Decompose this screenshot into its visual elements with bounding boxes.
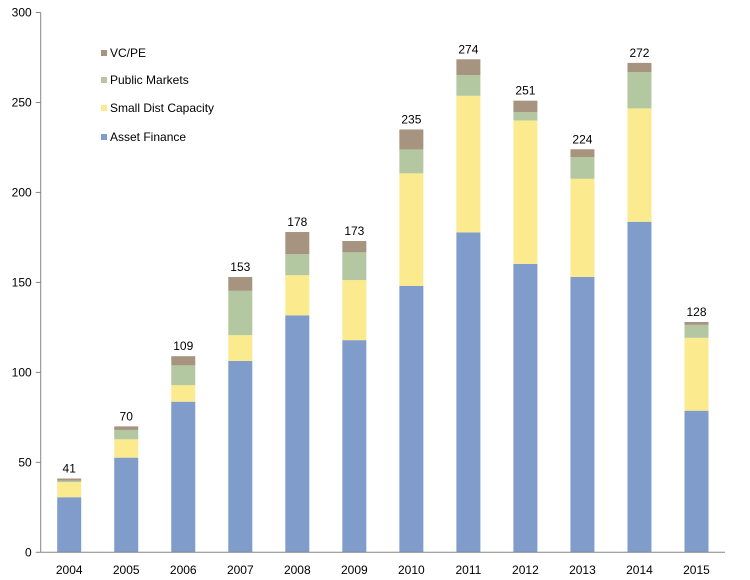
x-tick-label-2007: 2007 (227, 563, 254, 577)
y-axis: 0 50 100 150 200 250 300 (12, 6, 42, 559)
total-label-2010: 235 (401, 112, 421, 126)
bar-segment-asset-finance-2004 (57, 497, 82, 553)
legend-label-small-dist-capacity: Small Dist Capacity (110, 101, 214, 115)
total-labels-group: 41 70 109 153 178 173 235 274 251 224 272 128 (63, 42, 707, 475)
bar-segment-small-dist-capacity-2006 (171, 385, 196, 402)
bar-segment-vc-pe-2007 (228, 277, 253, 291)
bar-segment-asset-finance-2011 (456, 232, 481, 553)
bar-segment-public-markets-2012 (513, 112, 538, 121)
bar-segment-asset-finance-2013 (570, 277, 595, 553)
bar-segment-asset-finance-2005 (114, 457, 139, 553)
legend: VC/PE Public Markets Small Dist Capacity As… (101, 46, 214, 144)
bar-segment-asset-finance-2015 (684, 410, 709, 553)
bar-segment-small-dist-capacity-2004 (57, 482, 82, 498)
total-label-2005: 70 (120, 409, 134, 423)
legend-swatch-small-dist-capacity (101, 105, 107, 111)
total-label-2007: 153 (230, 260, 250, 274)
bar-segment-public-markets-2007 (228, 290, 253, 336)
y-tick-label-200: 200 (12, 185, 32, 199)
total-label-2014: 272 (629, 46, 649, 60)
total-label-2006: 109 (173, 339, 193, 353)
bar-segment-asset-finance-2008 (285, 315, 310, 553)
bar-segment-vc-pe-2015 (684, 321, 709, 325)
total-label-2013: 224 (572, 132, 592, 146)
bar-segment-small-dist-capacity-2009 (342, 280, 367, 341)
bar-segment-vc-pe-2012 (513, 100, 538, 113)
bar-segment-vc-pe-2006 (171, 356, 196, 366)
bar-segment-small-dist-capacity-2015 (684, 337, 709, 411)
bar-segment-vc-pe-2011 (456, 59, 481, 76)
bar-segment-small-dist-capacity-2010 (399, 173, 424, 286)
x-tick-label-2015: 2015 (683, 563, 710, 577)
y-tick-label-0: 0 (25, 545, 32, 559)
x-tick-label-2012: 2012 (512, 563, 539, 577)
y-tick-label-150: 150 (12, 275, 32, 289)
bar-segment-public-markets-2004 (57, 480, 82, 483)
bar-segment-asset-finance-2010 (399, 285, 424, 553)
x-tick-label-2009: 2009 (341, 563, 368, 577)
x-tick-label-2004: 2004 (56, 563, 83, 577)
x-tick-label-2013: 2013 (569, 563, 596, 577)
legend-swatch-asset-finance (101, 134, 107, 140)
bar-segment-public-markets-2013 (570, 157, 595, 179)
total-label-2015: 128 (686, 305, 706, 319)
bar-segment-public-markets-2011 (456, 75, 481, 96)
bar-segment-asset-finance-2012 (513, 263, 538, 553)
x-tick-label-2011: 2011 (455, 563, 481, 577)
legend-label-asset-finance: Asset Finance (110, 130, 186, 144)
bar-segment-public-markets-2005 (114, 429, 139, 440)
bar-segment-small-dist-capacity-2007 (228, 335, 253, 361)
bar-segment-vc-pe-2008 (285, 232, 310, 255)
x-axis: 2004 2005 2006 2007 2008 2009 2010 2011 2012 2013… (40, 551, 725, 577)
bar-segment-small-dist-capacity-2011 (456, 95, 481, 233)
bar-segment-vc-pe-2005 (114, 426, 139, 430)
legend-label-public-markets: Public Markets (110, 73, 189, 87)
bar-segment-vc-pe-2010 (399, 129, 424, 150)
bar-segment-vc-pe-2004 (57, 478, 82, 481)
bar-segment-public-markets-2009 (342, 252, 367, 281)
bar-segment-vc-pe-2014 (627, 62, 652, 73)
bar-segment-vc-pe-2009 (342, 241, 367, 253)
y-tick-label-100: 100 (12, 365, 32, 379)
bar-segment-public-markets-2006 (171, 365, 196, 386)
total-label-2011: 274 (458, 42, 478, 56)
total-label-2012: 251 (515, 84, 535, 98)
total-label-2009: 173 (344, 224, 364, 238)
bar-segment-asset-finance-2007 (228, 360, 253, 553)
x-tick-label-2014: 2014 (626, 563, 653, 577)
x-tick-label-2006: 2006 (170, 563, 197, 577)
bar-segment-asset-finance-2014 (627, 221, 652, 553)
y-tick-label-300: 300 (12, 6, 32, 20)
bar-segment-public-markets-2010 (399, 149, 424, 174)
legend-swatch-vc-pe (101, 50, 107, 56)
bar-segment-small-dist-capacity-2008 (285, 275, 310, 316)
total-label-2008: 178 (287, 215, 307, 229)
bar-segment-public-markets-2015 (684, 324, 709, 338)
bar-segment-asset-finance-2009 (342, 340, 367, 553)
x-tick-label-2010: 2010 (398, 563, 425, 577)
x-tick-label-2008: 2008 (284, 563, 311, 577)
x-tick-label-2005: 2005 (113, 563, 140, 577)
bar-segment-small-dist-capacity-2014 (627, 108, 652, 222)
bar-segment-small-dist-capacity-2005 (114, 439, 139, 458)
bar-segment-public-markets-2008 (285, 254, 310, 276)
bar-segment-asset-finance-2006 (171, 401, 196, 553)
legend-label-vc-pe: VC/PE (110, 46, 146, 60)
bars-group (57, 59, 709, 553)
bar-segment-small-dist-capacity-2013 (570, 178, 595, 277)
total-label-2004: 41 (63, 462, 77, 476)
legend-swatch-public-markets (101, 77, 107, 83)
bar-segment-public-markets-2014 (627, 72, 652, 109)
bar-segment-small-dist-capacity-2012 (513, 120, 538, 264)
y-tick-label-50: 50 (18, 455, 32, 469)
y-tick-label-250: 250 (12, 95, 32, 109)
bar-segment-vc-pe-2013 (570, 149, 595, 158)
